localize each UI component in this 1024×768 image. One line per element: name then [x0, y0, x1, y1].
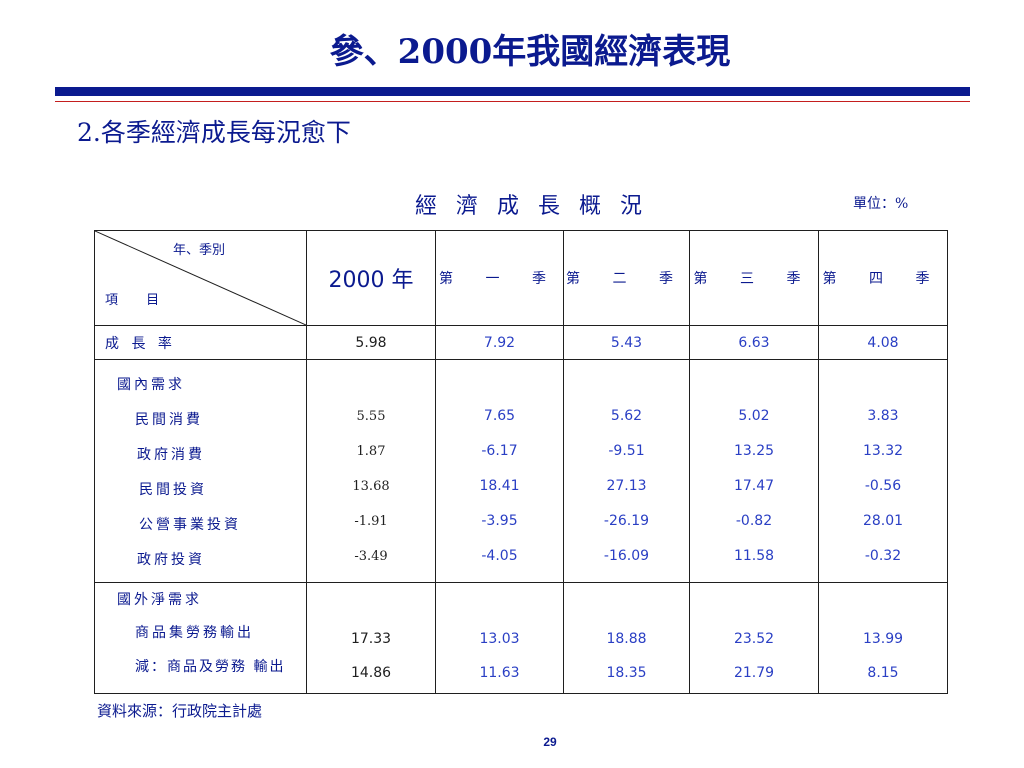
table-cell: 18.41 — [479, 478, 520, 494]
external-labels-cell: 國外淨需求 商品集勞務輸出 減：商品及勞務 輸出 — [94, 582, 307, 694]
header-q3: 第 三 季 — [689, 230, 819, 326]
table-cell: 11.58 — [733, 548, 775, 564]
table-cell: -3.95 — [481, 513, 518, 529]
table-cell: 13.25 — [733, 443, 775, 459]
row-label-government-consumption: 政府消費 — [137, 447, 205, 463]
table-cell: 17.33 — [350, 631, 392, 647]
row-label-government-investment: 政府投資 — [137, 552, 205, 568]
growth-rate-label: 成 長 率 — [94, 325, 307, 360]
table-cell: 5.02 — [738, 408, 770, 424]
growth-q1-value: 7.92 — [435, 325, 564, 360]
table-cell: -4.05 — [481, 548, 518, 564]
external-year-cell: 17.33 14.86 — [306, 582, 436, 694]
external-demand-label: 國外淨需求 — [117, 592, 202, 608]
domestic-q2-cell: 5.62 -9.51 27.13 -26.19 -16.09 — [563, 359, 690, 583]
table-cell: -9.51 — [608, 443, 645, 459]
table-cell: 28.01 — [862, 513, 904, 529]
table-cell: -0.56 — [864, 478, 902, 494]
row-label-private-investment: 民間投資 — [139, 482, 207, 498]
table-cell: 18.88 — [606, 631, 647, 647]
source-note: 資料來源：行政院主計處 — [97, 702, 263, 720]
growth-year-value: 5.98 — [306, 325, 436, 360]
table-cell: 8.15 — [867, 665, 899, 681]
table-cell: 13.03 — [479, 631, 520, 647]
table-cell: -3.49 — [354, 549, 388, 564]
table-cell: -6.17 — [481, 443, 518, 459]
domestic-q3-cell: 5.02 13.25 17.47 -0.82 11.58 — [689, 359, 819, 583]
header-q2: 第 二 季 — [563, 230, 690, 326]
growth-rate-row: 成 長 率 5.98 7.92 5.43 6.63 4.08 — [94, 325, 948, 360]
table-cell: 3.83 — [867, 408, 899, 424]
table-cell: -16.09 — [603, 548, 650, 564]
row-label-imports: 減：商品及勞務 輸出 — [135, 659, 286, 675]
row-label-public-enterprise-investment: 公營事業投資 — [139, 517, 241, 533]
growth-q3-value: 6.63 — [689, 325, 819, 360]
corner-diagonal-line — [95, 231, 306, 325]
table-cell: 18.35 — [606, 665, 647, 681]
row-label-private-consumption: 民間消費 — [135, 412, 203, 428]
domestic-year-cell: 5.55 1.87 13.68 -1.91 -3.49 — [306, 359, 436, 583]
table-cell: 27.13 — [606, 478, 647, 494]
external-q3-cell: 23.52 21.79 — [689, 582, 819, 694]
domestic-demand-label: 國內需求 — [117, 377, 185, 393]
growth-q4-value: 4.08 — [818, 325, 948, 360]
table-cell: -0.82 — [735, 513, 773, 529]
domestic-q4-cell: 3.83 13.32 -0.56 28.01 -0.32 — [818, 359, 948, 583]
external-q4-cell: 13.99 8.15 — [818, 582, 948, 694]
growth-q2-value: 5.43 — [563, 325, 690, 360]
table-cell: 5.62 — [610, 408, 643, 424]
title-rule-thick — [55, 87, 970, 96]
external-q1-cell: 13.03 11.63 — [435, 582, 564, 694]
table-cell: 17.47 — [733, 478, 775, 494]
table-cell: 7.65 — [483, 408, 516, 424]
table-cell: 14.86 — [350, 665, 392, 681]
header-q1: 第 一 季 — [435, 230, 564, 326]
table-title: 經 濟 成 長 概 況 — [415, 194, 648, 219]
unit-label: 單位：% — [853, 196, 909, 212]
growth-table: 年、季別 項 目 2000 年 第 一 季 第 二 季 第 三 季 第 四 季 … — [94, 230, 948, 694]
table-cell: -26.19 — [603, 513, 650, 529]
table-cell: -0.32 — [864, 548, 902, 564]
header-year: 2000 年 — [306, 230, 436, 326]
domestic-q1-cell: 7.65 -6.17 18.41 -3.95 -4.05 — [435, 359, 564, 583]
table-cell: -1.91 — [354, 514, 388, 529]
corner-top-label: 年、季別 — [173, 243, 226, 258]
title-rule-thin — [55, 101, 970, 102]
external-q2-cell: 18.88 18.35 — [563, 582, 690, 694]
header-q4: 第 四 季 — [818, 230, 948, 326]
table-cell: 21.79 — [733, 665, 775, 681]
corner-header-cell: 年、季別 項 目 — [94, 230, 307, 326]
domestic-labels-cell: 國內需求 民間消費 政府消費 民間投資 公營事業投資 政府投資 — [94, 359, 307, 583]
external-demand-section: 國外淨需求 商品集勞務輸出 減：商品及勞務 輸出 17.33 14.86 13.… — [94, 582, 948, 694]
corner-bottom-label: 項 目 — [105, 293, 172, 308]
table-cell: 5.55 — [356, 409, 386, 424]
row-label-exports: 商品集勞務輸出 — [135, 625, 254, 641]
table-cell: 23.52 — [733, 631, 775, 647]
slide-title: 參、2000年我國經濟表現 — [329, 32, 731, 72]
page-number: 29 — [543, 735, 557, 749]
slide-subtitle: 2.各季經濟成長每況愈下 — [77, 118, 351, 147]
table-cell: 11.63 — [479, 665, 520, 681]
table-cell: 13.68 — [352, 479, 390, 494]
domestic-demand-section: 國內需求 民間消費 政府消費 民間投資 公營事業投資 政府投資 5.55 1.8… — [94, 359, 948, 583]
table-cell: 13.99 — [862, 631, 904, 647]
header-row: 年、季別 項 目 2000 年 第 一 季 第 二 季 第 三 季 第 四 季 — [94, 230, 948, 326]
table-cell: 13.32 — [862, 443, 904, 459]
table-cell: 1.87 — [356, 444, 386, 459]
